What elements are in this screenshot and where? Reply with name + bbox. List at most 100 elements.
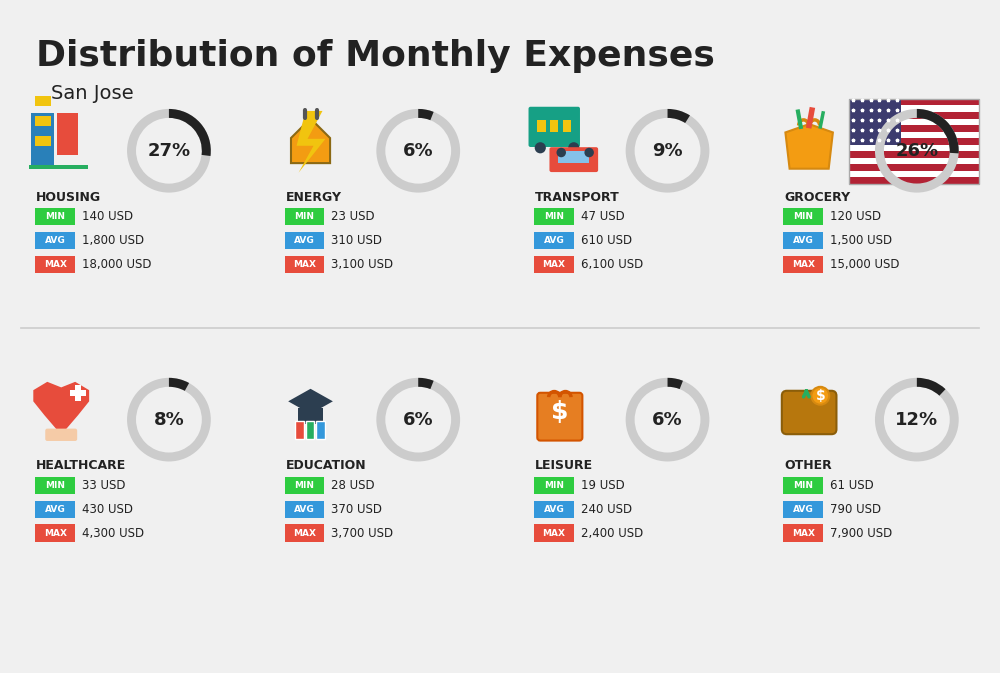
Text: MAX: MAX bbox=[542, 529, 565, 538]
Text: $: $ bbox=[551, 400, 569, 425]
Text: 6%: 6% bbox=[403, 142, 434, 160]
Text: AVG: AVG bbox=[543, 505, 564, 513]
FancyBboxPatch shape bbox=[35, 476, 75, 494]
FancyBboxPatch shape bbox=[35, 96, 43, 106]
Text: 7,900 USD: 7,900 USD bbox=[830, 527, 892, 540]
FancyBboxPatch shape bbox=[35, 208, 75, 225]
Text: 790 USD: 790 USD bbox=[830, 503, 881, 516]
FancyBboxPatch shape bbox=[35, 116, 43, 126]
Text: MIN: MIN bbox=[793, 212, 813, 221]
FancyBboxPatch shape bbox=[534, 208, 574, 225]
Wedge shape bbox=[169, 378, 189, 391]
FancyBboxPatch shape bbox=[549, 147, 598, 172]
Text: 19 USD: 19 USD bbox=[581, 479, 625, 492]
Wedge shape bbox=[127, 109, 211, 192]
FancyBboxPatch shape bbox=[306, 421, 314, 439]
Circle shape bbox=[535, 142, 546, 153]
Circle shape bbox=[568, 142, 579, 153]
Text: 6%: 6% bbox=[403, 411, 434, 429]
Text: 370 USD: 370 USD bbox=[331, 503, 382, 516]
Wedge shape bbox=[127, 378, 211, 462]
Text: 33 USD: 33 USD bbox=[82, 479, 126, 492]
FancyBboxPatch shape bbox=[70, 390, 86, 396]
FancyBboxPatch shape bbox=[35, 232, 75, 249]
FancyBboxPatch shape bbox=[849, 99, 901, 145]
Text: GROCERY: GROCERY bbox=[784, 190, 850, 204]
Text: MAX: MAX bbox=[293, 260, 316, 269]
FancyBboxPatch shape bbox=[783, 476, 823, 494]
FancyBboxPatch shape bbox=[783, 256, 823, 273]
Text: 9%: 9% bbox=[652, 142, 683, 160]
FancyBboxPatch shape bbox=[29, 166, 88, 169]
Wedge shape bbox=[668, 378, 683, 389]
FancyBboxPatch shape bbox=[849, 171, 979, 177]
Text: MAX: MAX bbox=[44, 529, 67, 538]
FancyBboxPatch shape bbox=[285, 476, 324, 494]
Polygon shape bbox=[291, 118, 330, 163]
Text: 3,700 USD: 3,700 USD bbox=[331, 527, 394, 540]
Wedge shape bbox=[418, 378, 434, 389]
Text: 23 USD: 23 USD bbox=[331, 210, 375, 223]
FancyBboxPatch shape bbox=[285, 208, 324, 225]
FancyBboxPatch shape bbox=[849, 125, 979, 131]
Wedge shape bbox=[917, 109, 959, 153]
FancyBboxPatch shape bbox=[782, 391, 836, 434]
Text: MIN: MIN bbox=[295, 481, 315, 490]
FancyBboxPatch shape bbox=[43, 116, 51, 126]
Text: MAX: MAX bbox=[44, 260, 67, 269]
Text: 610 USD: 610 USD bbox=[581, 234, 632, 247]
Text: AVG: AVG bbox=[294, 505, 315, 513]
FancyBboxPatch shape bbox=[285, 501, 324, 518]
FancyBboxPatch shape bbox=[35, 524, 75, 542]
Text: MIN: MIN bbox=[544, 212, 564, 221]
FancyBboxPatch shape bbox=[43, 96, 51, 106]
Text: HEALTHCARE: HEALTHCARE bbox=[36, 460, 127, 472]
Polygon shape bbox=[33, 382, 89, 435]
Text: AVG: AVG bbox=[793, 236, 814, 245]
FancyBboxPatch shape bbox=[563, 120, 571, 133]
FancyBboxPatch shape bbox=[783, 208, 823, 225]
Wedge shape bbox=[169, 109, 211, 156]
Text: MAX: MAX bbox=[293, 529, 316, 538]
Text: 28 USD: 28 USD bbox=[331, 479, 375, 492]
Text: EDUCATION: EDUCATION bbox=[286, 460, 366, 472]
Text: Distribution of Monthly Expenses: Distribution of Monthly Expenses bbox=[36, 39, 715, 73]
Text: 8%: 8% bbox=[154, 411, 184, 429]
FancyBboxPatch shape bbox=[316, 421, 325, 439]
FancyBboxPatch shape bbox=[534, 256, 574, 273]
Text: 12%: 12% bbox=[895, 411, 938, 429]
FancyBboxPatch shape bbox=[35, 256, 75, 273]
FancyBboxPatch shape bbox=[35, 501, 75, 518]
FancyBboxPatch shape bbox=[783, 501, 823, 518]
FancyBboxPatch shape bbox=[298, 409, 323, 423]
FancyBboxPatch shape bbox=[783, 524, 823, 542]
Text: MAX: MAX bbox=[792, 260, 815, 269]
FancyBboxPatch shape bbox=[534, 476, 574, 494]
FancyBboxPatch shape bbox=[849, 106, 979, 112]
Text: 6,100 USD: 6,100 USD bbox=[581, 258, 643, 271]
Text: OTHER: OTHER bbox=[784, 460, 832, 472]
Text: MAX: MAX bbox=[792, 529, 815, 538]
Wedge shape bbox=[668, 109, 690, 123]
Text: ENERGY: ENERGY bbox=[286, 190, 342, 204]
FancyBboxPatch shape bbox=[849, 112, 979, 118]
Bar bbox=[849, 99, 979, 184]
Wedge shape bbox=[376, 378, 460, 462]
Circle shape bbox=[811, 387, 829, 404]
Text: LEISURE: LEISURE bbox=[535, 460, 593, 472]
Text: 310 USD: 310 USD bbox=[331, 234, 382, 247]
Polygon shape bbox=[297, 111, 325, 173]
FancyBboxPatch shape bbox=[849, 164, 979, 171]
Text: 3,100 USD: 3,100 USD bbox=[331, 258, 394, 271]
FancyBboxPatch shape bbox=[75, 384, 81, 401]
Text: 240 USD: 240 USD bbox=[581, 503, 632, 516]
FancyBboxPatch shape bbox=[43, 136, 51, 146]
Text: 15,000 USD: 15,000 USD bbox=[830, 258, 900, 271]
Text: MIN: MIN bbox=[544, 481, 564, 490]
FancyBboxPatch shape bbox=[285, 256, 324, 273]
Circle shape bbox=[556, 148, 566, 157]
Text: 6%: 6% bbox=[652, 411, 683, 429]
Wedge shape bbox=[626, 109, 709, 192]
Circle shape bbox=[584, 148, 594, 157]
Text: AVG: AVG bbox=[543, 236, 564, 245]
